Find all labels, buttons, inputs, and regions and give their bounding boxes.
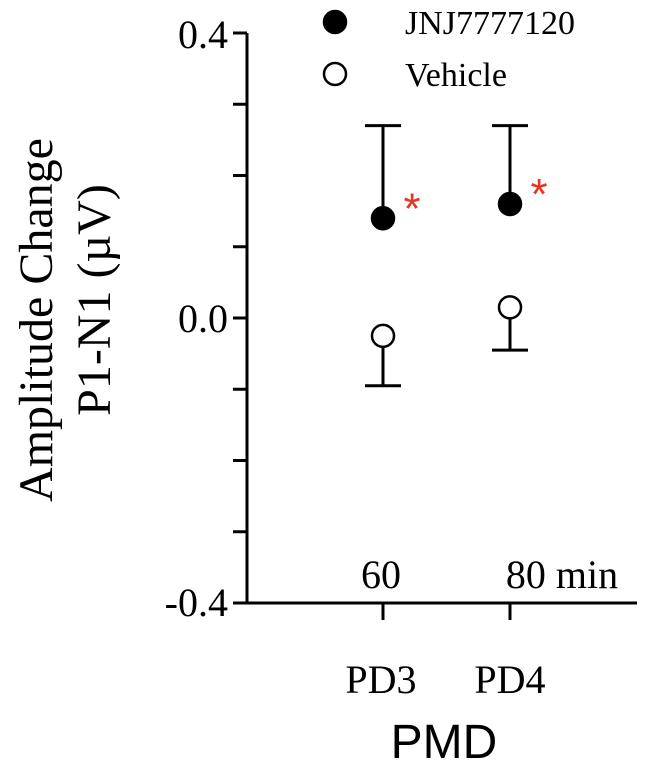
legend-marker-jnj <box>322 9 348 35</box>
legend-marker-vehicle <box>322 61 348 87</box>
x-category-label-pd3: PD3 <box>345 657 416 702</box>
x-category-label-pd4: PD4 <box>474 657 545 702</box>
y-minor-ticks <box>233 31 247 605</box>
significance-marker: * <box>530 170 547 219</box>
legend-label-jnj: JNJ7777120 <box>405 5 575 42</box>
y-axis-label-line1: Amplitude Change <box>10 138 63 502</box>
significance-marker: * <box>403 184 420 233</box>
x-axis-label: PMD <box>391 716 498 767</box>
legend-label-vehicle: Vehicle <box>405 57 507 94</box>
time-label-80min: 80 min <box>506 552 618 597</box>
y-tick-label-bottom: -0.4 <box>165 580 228 625</box>
data-marks: * * <box>365 124 548 388</box>
legend: JNJ7777120 Vehicle <box>322 5 575 94</box>
time-label-60: 60 <box>361 552 401 597</box>
data-point-vehicle <box>370 323 396 349</box>
y-tick-label-middle: 0.0 <box>178 296 228 341</box>
data-point-jnj <box>370 206 396 231</box>
data-point-vehicle <box>497 295 523 320</box>
y-axis-label-line2: P1-N1 (µV) <box>68 184 121 416</box>
y-tick-label-top: 0.4 <box>178 12 228 57</box>
data-point-jnj <box>497 191 523 217</box>
